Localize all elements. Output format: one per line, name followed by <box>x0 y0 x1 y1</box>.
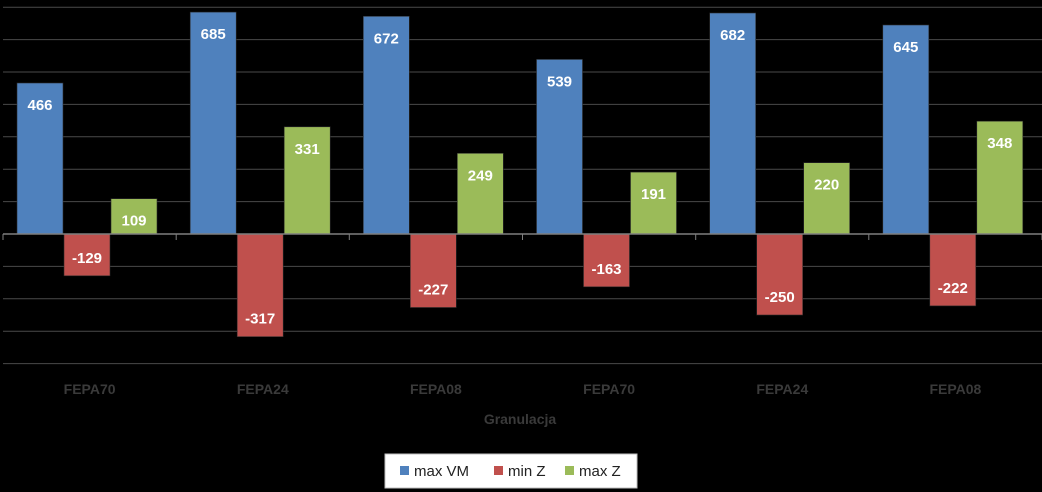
bar-max-vm <box>16 82 64 235</box>
legend-entry: max Z <box>579 463 621 480</box>
bar-min-z <box>236 233 284 337</box>
data-labels: 466 685 672 539 682 645 -129 -317 -227 -163 -250 -2… <box>27 26 1012 328</box>
data-label: 191 <box>641 186 666 203</box>
legend-box <box>384 453 638 489</box>
bar-min-z <box>409 233 457 308</box>
legend-entry: max VM <box>414 463 469 480</box>
data-label: 249 <box>468 167 493 184</box>
data-label: 685 <box>201 26 226 43</box>
legend-swatch <box>565 466 574 475</box>
legend: max VM min Z max Z <box>384 453 638 489</box>
data-label: 331 <box>295 141 320 158</box>
bar-max-vm <box>362 15 410 235</box>
bars <box>16 11 1024 337</box>
x-tick-label: FEPA24 <box>756 381 808 397</box>
bar-max-z <box>630 171 677 235</box>
legend-swatch <box>400 466 409 475</box>
bar-max-vm <box>882 24 930 235</box>
data-label: 466 <box>27 97 52 114</box>
bar-min-z <box>929 233 977 307</box>
x-axis-title: Granulacja <box>484 411 557 427</box>
x-tick-label: FEPA70 <box>64 381 116 397</box>
data-label: 682 <box>720 27 745 44</box>
bar-max-vm <box>536 59 583 235</box>
x-tick-label: FEPA08 <box>410 381 462 397</box>
x-tick-label: FEPA08 <box>929 381 981 397</box>
bar-max-z <box>976 120 1024 235</box>
data-label: -129 <box>72 250 102 267</box>
data-label: -317 <box>245 311 275 328</box>
data-label: 539 <box>547 73 572 90</box>
x-axis: FEPA70 FEPA24 FEPA08 FEPA70 FEPA24 FEPA08 <box>2 233 1042 397</box>
data-label: 645 <box>893 39 918 56</box>
data-label: 220 <box>814 177 839 194</box>
data-label: -163 <box>591 261 621 278</box>
bar-min-z <box>756 233 804 316</box>
bar-min-z <box>63 233 111 277</box>
bar-max-vm <box>709 12 757 235</box>
data-label: -250 <box>765 289 795 306</box>
legend-entry: min Z <box>508 463 546 480</box>
data-label: 672 <box>374 30 399 47</box>
data-label: 109 <box>121 213 146 230</box>
bar-max-z <box>283 126 331 235</box>
bar-max-vm <box>189 11 237 235</box>
x-tick-label: FEPA70 <box>583 381 635 397</box>
data-label: -222 <box>938 280 968 297</box>
bar-max-z <box>110 198 158 235</box>
x-tick-label: FEPA24 <box>237 381 289 397</box>
data-label: -227 <box>418 282 448 299</box>
bar-max-z <box>803 162 851 235</box>
legend-swatch <box>494 466 503 475</box>
data-label: 348 <box>987 135 1012 152</box>
gridlines <box>3 6 1042 365</box>
bar-max-z <box>456 153 504 235</box>
